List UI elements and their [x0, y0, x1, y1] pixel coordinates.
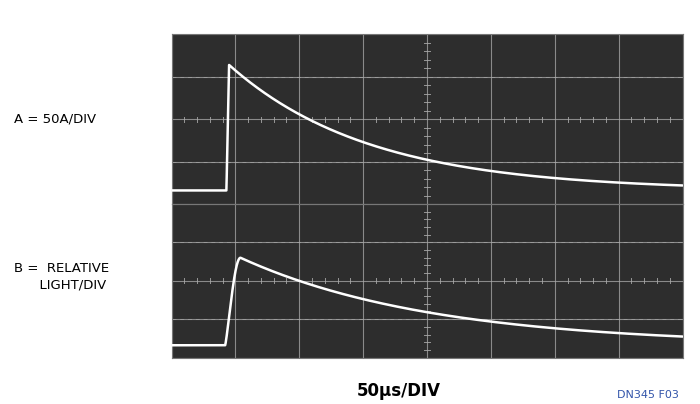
Text: 50μs/DIV: 50μs/DIV: [357, 382, 441, 400]
Text: A = 50A/DIV: A = 50A/DIV: [14, 113, 96, 126]
Text: B =  RELATIVE
      LIGHT/DIV: B = RELATIVE LIGHT/DIV: [14, 262, 109, 292]
Text: DN345 F03: DN345 F03: [617, 390, 679, 400]
